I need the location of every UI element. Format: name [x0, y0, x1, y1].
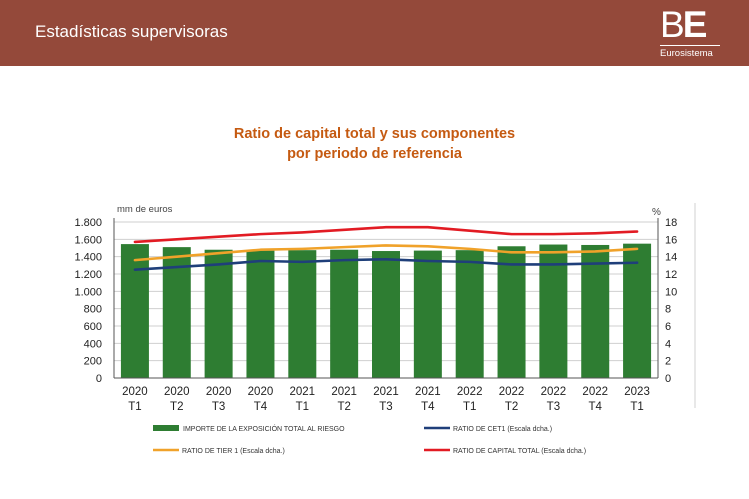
left-axis-unit: mm de euros	[117, 204, 173, 215]
x-label-year: 2021	[331, 386, 357, 398]
line-series	[133, 225, 639, 271]
cet1-line	[133, 257, 639, 271]
x-label-quarter: T3	[212, 401, 225, 413]
chart-title-line2: por periodo de referencia	[287, 146, 462, 162]
bar-series	[120, 243, 652, 378]
logo-letter-b: B	[660, 4, 685, 45]
legend: IMPORTE DE LA EXPOSICIÓN TOTAL AL RIESGO…	[153, 424, 586, 455]
left-tick-label: 1.400	[74, 252, 102, 264]
x-label-quarter: T1	[128, 401, 141, 413]
chart-title-line1: Ratio de capital total y sus componentes	[233, 126, 516, 142]
bar	[413, 250, 442, 378]
x-label-quarter: T2	[505, 401, 518, 413]
left-tick-label: 1.000	[74, 286, 102, 298]
x-label-quarter: T2	[170, 401, 183, 413]
bar	[539, 244, 568, 378]
bar	[330, 249, 359, 378]
x-label-quarter: T1	[463, 401, 476, 413]
bar	[623, 243, 652, 378]
x-label-quarter: T4	[421, 401, 435, 413]
right-axis-unit: %	[652, 207, 661, 218]
legend-label-tier1: RATIO DE TIER 1 (Escala dcha.)	[182, 448, 285, 455]
bar	[372, 251, 400, 378]
bar	[246, 250, 275, 378]
axes: 0 200 400 600 800 1.000 1.200 1.400 1.600 1.800 0 2…	[74, 204, 677, 385]
logo-subtitle: Eurosistema	[660, 48, 713, 59]
x-label-quarter: T1	[296, 401, 309, 413]
left-tick-label: 800	[84, 304, 102, 316]
x-label-year: 2022	[582, 386, 608, 398]
x-label-quarter: T4	[254, 401, 268, 413]
x-label-year: 2022	[541, 386, 567, 398]
right-tick-label: 16	[665, 234, 677, 246]
x-label-quarter: T1	[630, 401, 643, 413]
section-title: Estadísticas supervisoras	[35, 22, 228, 41]
bar	[455, 250, 484, 378]
x-label-year: 2020	[248, 386, 274, 398]
bar	[288, 250, 317, 378]
right-tick-label: 6	[665, 321, 671, 333]
right-tick-label: 14	[665, 252, 677, 264]
legend-swatch-bars	[153, 425, 179, 431]
x-label-quarter: T2	[337, 401, 350, 413]
bar	[581, 244, 610, 378]
logo-divider	[660, 45, 720, 46]
right-tick-label: 18	[665, 217, 677, 229]
x-label-year: 2020	[164, 386, 190, 398]
left-tick-label: 200	[84, 356, 102, 368]
x-label-year: 2021	[373, 386, 399, 398]
right-tick-label: 4	[665, 338, 671, 350]
bar	[204, 249, 233, 378]
x-label-year: 2020	[206, 386, 232, 398]
bar	[120, 244, 149, 378]
legend-label-bars: IMPORTE DE LA EXPOSICIÓN TOTAL AL RIESGO	[183, 424, 345, 433]
x-label-year: 2021	[290, 386, 316, 398]
right-tick-label: 0	[665, 373, 671, 385]
legend-label-cet1: RATIO DE CET1 (Escala dcha.)	[453, 426, 552, 433]
x-label-quarter: T4	[589, 401, 603, 413]
logo-letter-e: E	[682, 4, 708, 45]
chart-title: Ratio de capital total y sus componentes…	[0, 124, 749, 164]
left-tick-label: 400	[84, 338, 102, 350]
x-label-quarter: T3	[547, 401, 560, 413]
x-label-year: 2022	[457, 386, 483, 398]
right-tick-label: 8	[665, 304, 671, 316]
legend-label-total: RATIO DE CAPITAL TOTAL (Escala dcha.)	[453, 448, 586, 455]
left-tick-label: 1.600	[74, 234, 102, 246]
left-tick-label: 1.800	[74, 217, 102, 229]
x-label-quarter: T3	[379, 401, 392, 413]
total-line	[133, 225, 639, 244]
left-tick-label: 1.200	[74, 269, 102, 281]
x-label-year: 2020	[122, 386, 148, 398]
tier1-line	[133, 244, 639, 262]
right-tick-label: 12	[665, 269, 677, 281]
right-tick-label: 10	[665, 286, 677, 298]
x-label-year: 2021	[415, 386, 441, 398]
left-tick-label: 0	[96, 373, 102, 385]
header-bar: Estadísticas supervisoras BE Eurosistema	[0, 0, 749, 66]
banco-espana-logo: BE Eurosistema	[660, 6, 720, 59]
x-label-year: 2022	[499, 386, 525, 398]
right-tick-label: 2	[665, 356, 671, 368]
x-label-year: 2023	[624, 386, 650, 398]
left-tick-label: 600	[84, 321, 102, 333]
x-axis-labels: 2020 T1 2020 T2 2020 T3 2020 T4 2021 T1 2021 T2 2021…	[122, 386, 650, 413]
bar	[497, 246, 526, 378]
